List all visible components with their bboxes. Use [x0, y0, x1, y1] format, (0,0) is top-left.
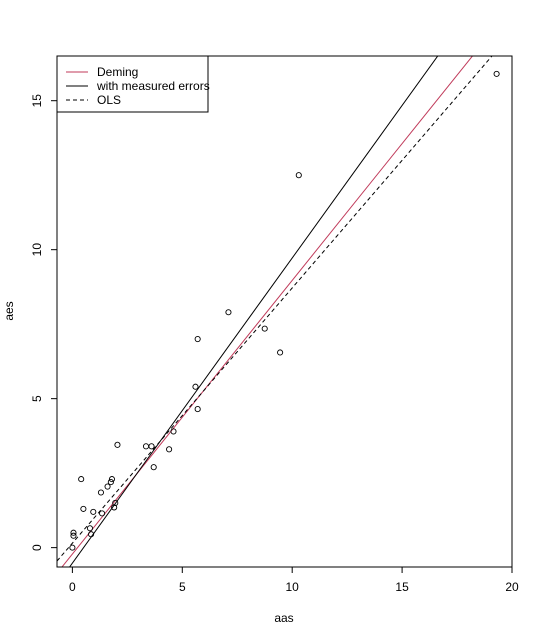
y-tick-label: 5: [30, 395, 44, 402]
data-point: [86, 525, 94, 532]
data-point: [295, 172, 302, 179]
x-tick-label: 0: [69, 580, 76, 594]
y-tick-label: 15: [30, 94, 44, 108]
data-point: [111, 504, 118, 511]
data-point: [170, 428, 177, 435]
x-axis: 0 5 10 15 20: [69, 566, 519, 594]
data-point: [277, 349, 284, 356]
x-tick-label: 10: [286, 580, 300, 594]
regression-line-ols: [57, 56, 493, 562]
legend-box: [56, 55, 209, 113]
data-point: [70, 529, 77, 536]
y-axis-label: aes: [2, 301, 16, 320]
data-point: [142, 443, 150, 450]
data-point: [493, 70, 500, 77]
data-point: [88, 531, 95, 538]
y-axis: 0 5 10 15: [30, 94, 58, 551]
data-point: [70, 532, 77, 539]
data-point: [112, 499, 119, 506]
data-point: [108, 476, 116, 483]
data-point: [150, 464, 157, 471]
data-point: [166, 446, 173, 453]
y-tick-label: 0: [30, 544, 44, 551]
legend-ols-label: OLS: [97, 93, 121, 107]
x-tick-label: 15: [395, 580, 409, 594]
data-point: [99, 510, 106, 517]
regression-lines: [57, 56, 493, 567]
regression-line-with-measured-errors: [68, 56, 439, 567]
x-tick-label: 5: [179, 580, 186, 594]
x-tick-label: 20: [505, 580, 519, 594]
legend-deming-label: Deming: [97, 65, 138, 79]
data-point: [194, 406, 201, 413]
data-point: [194, 336, 201, 343]
data-point: [97, 489, 105, 496]
data-point: [261, 325, 268, 332]
data-points: [69, 70, 500, 551]
data-point: [104, 483, 111, 490]
data-point: [80, 505, 87, 512]
data-point: [107, 479, 114, 486]
y-tick-label: 10: [30, 243, 44, 257]
data-point: [90, 508, 97, 515]
data-point: [114, 441, 121, 448]
data-point: [78, 476, 85, 483]
data-point: [69, 544, 76, 551]
x-axis-label: aas: [274, 611, 293, 625]
data-point: [192, 383, 199, 390]
legend: Deming with measured errors OLS: [56, 55, 210, 113]
data-point: [148, 443, 155, 450]
legend-measured-errors-label: with measured errors: [96, 79, 210, 93]
data-point: [225, 309, 232, 316]
